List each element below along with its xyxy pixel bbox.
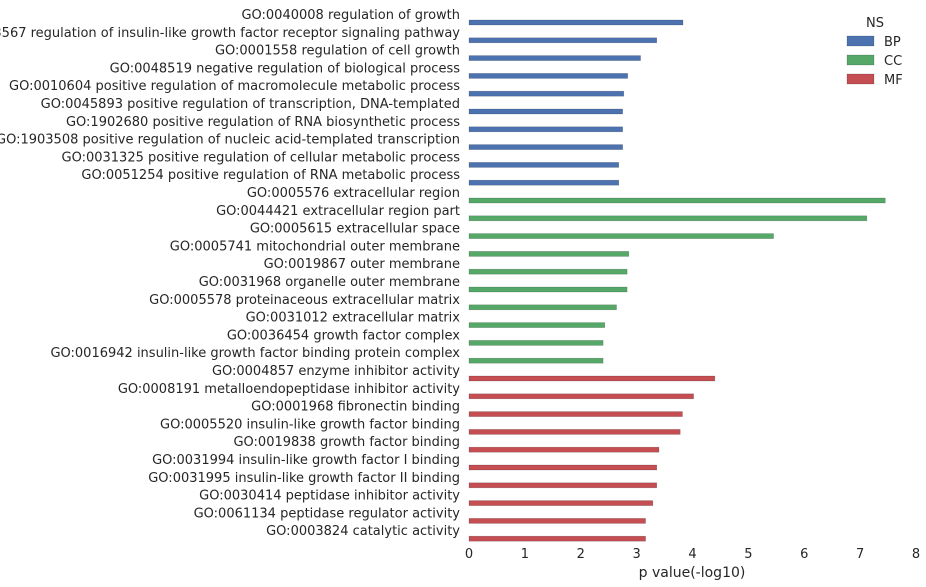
bar-mf: [468, 464, 658, 471]
x-tick-label: 3: [632, 547, 640, 562]
bar-bp: [468, 162, 620, 168]
bar-cc: [468, 251, 630, 257]
bar-cc: [468, 215, 868, 222]
x-tick-label: 6: [800, 547, 808, 562]
category-label: GO:0031968 organelle outer membrane: [199, 275, 460, 290]
bars: [468, 19, 886, 542]
bar-bp: [468, 73, 628, 79]
category-label: GO:0061134 peptidase regulator activity: [194, 506, 461, 521]
bar-mf: [468, 518, 646, 524]
category-label: GO:0016942 insulin-like growth factor bi…: [50, 346, 460, 361]
x-tick-label: 8: [912, 547, 920, 562]
category-label: GO:0045893 positive regulation of transc…: [41, 97, 460, 112]
bar-mf: [468, 446, 660, 453]
bar-bp: [468, 19, 684, 26]
bar-mf: [468, 429, 681, 435]
category-label: GO:0031995 insulin-like growth factor II…: [148, 471, 460, 486]
category-label: GO:0010604 positive regulation of macrom…: [9, 79, 460, 94]
bar-cc: [468, 286, 628, 293]
category-label: GO:0005520 insulin-like growth factor bi…: [160, 417, 460, 432]
legend: NS BP CC MF: [846, 16, 903, 88]
bar-bp: [468, 55, 641, 61]
bar-mf: [468, 393, 694, 400]
category-label: GO:0031325 positive regulation of cellul…: [62, 150, 461, 165]
category-label: GO:0044421 extracellular region part: [216, 204, 460, 219]
bar-bp: [468, 144, 623, 150]
bar-cc: [468, 197, 886, 204]
legend-title: NS: [866, 16, 884, 31]
category-label: GO:0001968 fibronectin binding: [251, 400, 460, 415]
bar-cc: [468, 340, 604, 346]
x-tick-label: 4: [688, 547, 696, 562]
legend-swatch: [846, 73, 875, 85]
legend-entry-label: BP: [884, 35, 901, 50]
category-label: GO:0040008 regulation of growth: [241, 8, 460, 23]
category-label: GO:0001558 regulation of cell growth: [215, 44, 460, 59]
bar-cc: [468, 233, 774, 239]
category-label: GO:0005741 mitochondrial outer membrane: [170, 239, 460, 254]
bar-mf: [468, 411, 683, 417]
bar-mf: [468, 375, 716, 382]
x-tick-label: 2: [577, 547, 585, 562]
bar-mf: [468, 535, 646, 542]
legend-swatch: [846, 35, 875, 47]
category-label: GO:0031994 insulin-like growth factor I …: [152, 453, 460, 468]
bar-cc: [468, 357, 604, 364]
bar-bp: [468, 90, 625, 97]
category-label: GO:0003824 catalytic activity: [266, 524, 460, 539]
legend-entry-label: MF: [884, 73, 903, 88]
category-label: GO:0031012 extracellular matrix: [246, 311, 461, 326]
bar-cc: [468, 268, 628, 275]
legend-swatch: [846, 54, 875, 66]
category-label: GO:0048519 negative regulation of biolog…: [110, 61, 461, 76]
category-label: GO:0004857 enzyme inhibitor activity: [212, 364, 460, 379]
category-label: GO:1902680 positive regulation of RNA bi…: [66, 115, 460, 130]
x-tick-label: 5: [744, 547, 752, 562]
category-label: GO:0005578 proteinaceous extracellular m…: [149, 293, 460, 308]
category-label: GO:0036454 growth factor complex: [227, 328, 460, 343]
bar-cc: [468, 322, 606, 328]
category-label: GO:1903508 positive regulation of nuclei…: [0, 133, 460, 148]
bar-bp: [468, 108, 623, 115]
category-label: GO:0051254 positive regulation of RNA me…: [81, 168, 460, 183]
legend-entries: BP CC MF: [846, 35, 903, 88]
bar-bp: [468, 37, 658, 44]
category-label: GO:0043567 regulation of insulin-like gr…: [0, 26, 460, 41]
category-label: GO:0019838 growth factor binding: [233, 435, 460, 450]
category-label: GO:0030414 peptidase inhibitor activity: [199, 489, 460, 504]
bar-mf: [468, 482, 658, 489]
category-labels: GO:0040008 regulation of growth GO:004356…: [0, 8, 460, 539]
x-tick-label: 1: [521, 547, 529, 562]
bar-mf: [468, 500, 654, 506]
bar-bp: [468, 126, 623, 133]
x-axis-label: p value(-log10): [639, 565, 746, 581]
category-label: GO:0019867 outer membrane: [264, 257, 460, 272]
x-axis-ticks: 0 1 2 3 4 5 6 7 8: [465, 547, 920, 562]
category-label: GO:0005615 extracellular space: [250, 222, 460, 237]
category-label: GO:0008191 metalloendopeptidase inhibito…: [118, 382, 460, 397]
x-tick-label: 0: [465, 547, 473, 562]
category-label: GO:0005576 extracellular region: [247, 186, 460, 201]
bar-cc: [468, 304, 617, 311]
x-tick-label: 7: [856, 547, 864, 562]
legend-entry-label: CC: [884, 54, 902, 69]
bar-bp: [468, 179, 620, 186]
